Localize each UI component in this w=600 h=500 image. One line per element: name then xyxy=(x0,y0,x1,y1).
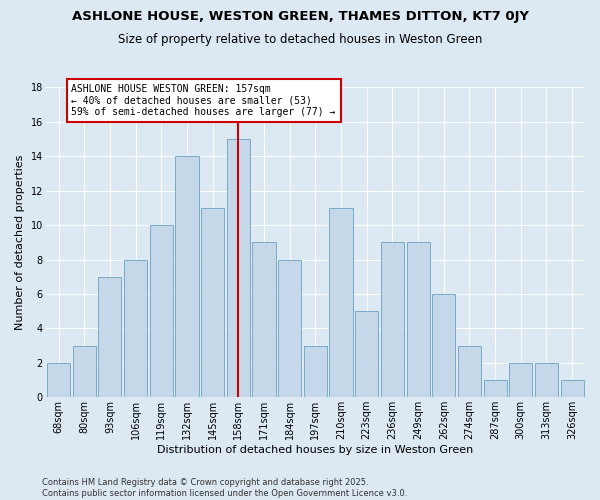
Bar xyxy=(381,242,404,398)
Text: ASHLONE HOUSE, WESTON GREEN, THAMES DITTON, KT7 0JY: ASHLONE HOUSE, WESTON GREEN, THAMES DITT… xyxy=(71,10,529,23)
Bar xyxy=(278,260,301,398)
Bar xyxy=(47,363,70,398)
Text: ASHLONE HOUSE WESTON GREEN: 157sqm
← 40% of detached houses are smaller (53)
59%: ASHLONE HOUSE WESTON GREEN: 157sqm ← 40%… xyxy=(71,84,336,117)
Bar xyxy=(535,363,558,398)
Bar xyxy=(407,242,430,398)
Text: Size of property relative to detached houses in Weston Green: Size of property relative to detached ho… xyxy=(118,32,482,46)
Bar xyxy=(432,294,455,398)
X-axis label: Distribution of detached houses by size in Weston Green: Distribution of detached houses by size … xyxy=(157,445,473,455)
Bar xyxy=(304,346,327,398)
Bar xyxy=(124,260,147,398)
Bar xyxy=(509,363,532,398)
Bar xyxy=(201,208,224,398)
Y-axis label: Number of detached properties: Number of detached properties xyxy=(15,154,25,330)
Bar xyxy=(227,139,250,398)
Text: Contains HM Land Registry data © Crown copyright and database right 2025.
Contai: Contains HM Land Registry data © Crown c… xyxy=(42,478,407,498)
Bar xyxy=(253,242,275,398)
Bar xyxy=(458,346,481,398)
Bar xyxy=(329,208,353,398)
Bar xyxy=(484,380,506,398)
Bar xyxy=(98,276,121,398)
Bar xyxy=(560,380,584,398)
Bar xyxy=(175,156,199,398)
Bar xyxy=(355,311,378,398)
Bar xyxy=(73,346,96,398)
Bar xyxy=(150,225,173,398)
